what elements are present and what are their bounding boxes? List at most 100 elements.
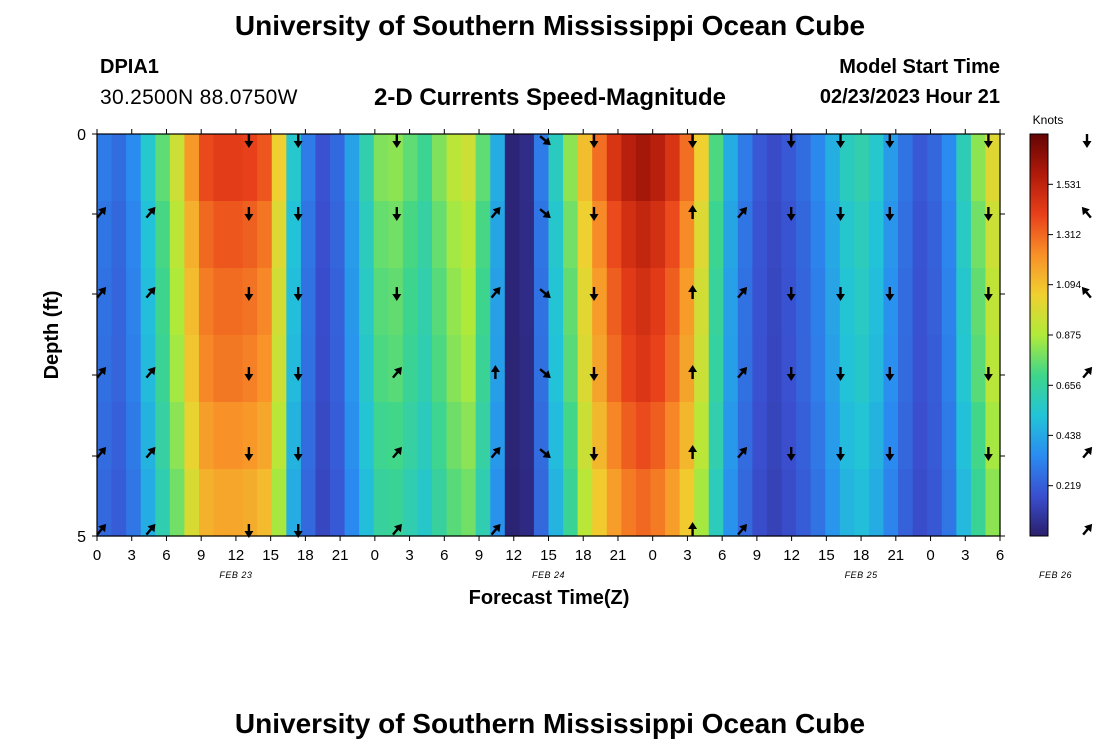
x-tick-label: 3: [961, 547, 969, 564]
heatmap-cell: [694, 201, 710, 269]
x-tick-label: 0: [649, 547, 657, 564]
direction-arrow: [737, 206, 748, 219]
heatmap-cell: [563, 469, 579, 537]
arrow-head: [293, 454, 303, 461]
heatmap-cell: [606, 268, 622, 336]
heatmap-cell: [271, 268, 287, 336]
arrow-head: [589, 454, 599, 461]
heatmap-cell: [315, 134, 331, 202]
direction-arrow: [589, 287, 599, 301]
arrow-head: [98, 446, 107, 456]
heatmap-cell: [300, 134, 317, 202]
direction-arrow: [688, 205, 698, 219]
arrow-head: [1084, 366, 1093, 376]
heatmap-cell: [126, 201, 142, 269]
arrow-head: [836, 141, 845, 148]
heatmap-cell: [563, 335, 579, 403]
arrow-head: [147, 446, 156, 456]
x-tick-label: 6: [996, 547, 1004, 564]
heatmap-cell: [563, 201, 579, 269]
heatmap-cell: [708, 335, 724, 403]
heatmap-cell: [504, 268, 520, 336]
heatmap-cell: [461, 402, 477, 470]
heatmap-cell: [213, 335, 229, 403]
arrow-head: [786, 294, 796, 301]
heatmap-cell: [475, 402, 491, 470]
heatmap-cell: [388, 134, 404, 202]
heatmap-cell: [548, 134, 564, 202]
heatmap-cell: [198, 201, 215, 269]
direction-arrow: [786, 367, 796, 381]
heatmap-cell: [155, 402, 171, 470]
heatmap-cell: [198, 268, 215, 336]
heatmap-cell: [941, 201, 957, 269]
heatmap-cell: [344, 268, 360, 336]
heatmap-cell: [868, 402, 885, 470]
heatmap-cell: [737, 402, 753, 470]
x-tick-label: 6: [440, 547, 448, 564]
heatmap-cell: [679, 469, 695, 537]
heatmap-cell: [708, 201, 724, 269]
heatmap-cell: [752, 335, 768, 403]
heatmap-cell: [169, 134, 185, 202]
heatmap-cell: [854, 201, 870, 269]
heatmap-cell: [97, 201, 113, 269]
heatmap-cell: [330, 335, 346, 403]
page-title: University of Southern Mississippi Ocean…: [234, 10, 866, 41]
heatmap-cell: [504, 469, 520, 537]
heatmap-cell: [854, 268, 870, 336]
heatmap-cell: [373, 201, 389, 269]
arrow-head: [393, 446, 402, 456]
heatmap-cell: [228, 469, 244, 537]
heatmap-cell: [723, 201, 739, 269]
heatmap-cell: [126, 134, 142, 202]
direction-arrow: [688, 522, 698, 536]
heatmap-cell: [271, 469, 287, 537]
direction-arrow: [145, 286, 156, 299]
heatmap-cell: [621, 268, 637, 336]
x-tick-label: 21: [610, 547, 627, 564]
heatmap-cell: [621, 335, 637, 403]
heatmap-cell: [461, 335, 477, 403]
direction-arrow: [688, 365, 698, 379]
arrow-head: [392, 141, 402, 148]
heatmap-cell: [621, 402, 637, 470]
heatmap-cell: [563, 402, 579, 470]
x-tick-label: 18: [853, 547, 870, 564]
heatmap-cell: [927, 268, 943, 336]
heatmap-cell: [941, 134, 957, 202]
heatmap-cell: [504, 201, 520, 269]
direction-arrow: [293, 447, 303, 461]
heatmap-cell: [126, 335, 142, 403]
heatmap-cell: [228, 268, 244, 336]
heatmap-cell: [417, 201, 433, 269]
arrow-head: [983, 141, 993, 148]
heatmap-cell: [956, 469, 972, 537]
arrow-head: [492, 286, 501, 296]
heatmap-cell: [854, 469, 870, 537]
heatmap-cell: [344, 402, 360, 470]
direction-arrow: [885, 367, 895, 381]
heatmap-cell: [533, 201, 550, 269]
arrow-head: [589, 214, 599, 221]
heatmap-cell: [533, 134, 550, 202]
direction-arrow: [1082, 366, 1093, 379]
heatmap-cell: [155, 469, 171, 537]
direction-arrow: [244, 447, 254, 461]
direction-arrow: [490, 523, 501, 536]
heatmap-cell: [257, 201, 273, 269]
heatmap-cell: [548, 335, 564, 403]
heatmap-cell: [737, 201, 753, 269]
colorbar-tick-label: 0.656: [1056, 381, 1081, 392]
heatmap-cell: [257, 134, 273, 202]
direction-arrow: [836, 134, 845, 148]
arrow-head: [739, 523, 748, 533]
direction-arrow: [1081, 286, 1092, 299]
heatmap-cell: [868, 134, 885, 202]
heatmap-cell: [242, 335, 258, 403]
heatmap-cell: [898, 335, 914, 403]
arrow-head: [1084, 446, 1093, 456]
heatmap-cell: [417, 469, 433, 537]
x-tick-label: 12: [228, 547, 245, 564]
arrow-head: [542, 370, 551, 379]
